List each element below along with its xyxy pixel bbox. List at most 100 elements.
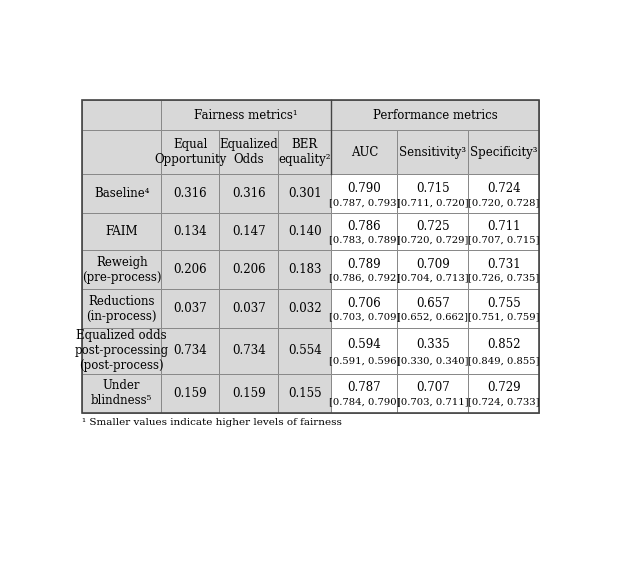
Bar [161,174,220,213]
Bar [220,250,278,289]
Text: [0.783, 0.789]: [0.783, 0.789] [329,235,400,244]
Bar [220,289,278,328]
Text: Sensitivity³: Sensitivity³ [399,145,467,159]
Bar [278,250,332,289]
Bar [83,174,161,213]
Bar [161,374,220,413]
Text: 0.316: 0.316 [232,187,266,200]
Bar [468,130,540,174]
Text: 0.709: 0.709 [416,258,450,271]
Text: Reductions
(in-process): Reductions (in-process) [86,294,157,323]
Bar [397,328,468,374]
Text: Equalized odds
post-processing
(post-process): Equalized odds post-processing (post-pro… [75,329,169,372]
Bar [397,174,468,213]
Text: 0.790: 0.790 [348,182,381,195]
Text: BER
equality²: BER equality² [278,138,331,166]
Bar [220,374,278,413]
Text: Specificity³: Specificity³ [470,145,538,159]
Text: 0.852: 0.852 [487,338,520,351]
Text: 0.037: 0.037 [173,302,207,315]
Text: [0.786, 0.792]: [0.786, 0.792] [329,274,400,283]
Bar [220,328,278,374]
Bar [332,213,397,250]
Text: Equal
Opportunity: Equal Opportunity [154,138,226,166]
Text: 0.707: 0.707 [416,381,450,394]
Bar [397,250,468,289]
Text: [0.330, 0.340]: [0.330, 0.340] [397,356,468,365]
Text: 0.711: 0.711 [487,220,520,233]
Text: [0.849, 0.855]: [0.849, 0.855] [468,356,540,365]
Text: 0.657: 0.657 [416,297,450,309]
Text: 0.183: 0.183 [288,263,321,276]
Text: 0.301: 0.301 [288,187,321,200]
Text: 0.159: 0.159 [232,386,266,400]
Text: [0.703, 0.711]: [0.703, 0.711] [397,397,468,406]
Bar [332,250,397,289]
Text: Equalized
Odds: Equalized Odds [220,138,278,166]
Text: FAIM: FAIM [106,225,138,238]
Text: Fairness metrics¹: Fairness metrics¹ [195,109,298,121]
Text: 0.729: 0.729 [487,381,521,394]
Text: 0.787: 0.787 [348,381,381,394]
Text: 0.786: 0.786 [348,220,381,233]
Bar [220,130,278,174]
Text: 0.206: 0.206 [173,263,207,276]
Text: 0.725: 0.725 [416,220,450,233]
Text: 0.155: 0.155 [288,386,321,400]
Bar [278,213,332,250]
Bar [161,289,220,328]
Bar [278,130,332,174]
Bar [332,130,397,174]
Text: 0.316: 0.316 [173,187,207,200]
Text: 0.159: 0.159 [173,386,207,400]
Text: [0.704, 0.713]: [0.704, 0.713] [397,274,468,283]
Text: [0.784, 0.790]: [0.784, 0.790] [329,397,400,406]
Text: 0.037: 0.037 [232,302,266,315]
Text: 0.734: 0.734 [232,344,266,357]
Text: [0.711, 0.720]: [0.711, 0.720] [397,198,468,207]
Bar [468,174,540,213]
Bar [161,250,220,289]
Text: 0.134: 0.134 [173,225,207,238]
Text: 0.724: 0.724 [487,182,521,195]
Text: 0.140: 0.140 [288,225,321,238]
Bar [161,213,220,250]
Text: [0.787, 0.793]: [0.787, 0.793] [329,198,400,207]
Bar [332,174,397,213]
Text: 0.734: 0.734 [173,344,207,357]
Bar [468,328,540,374]
Text: 0.335: 0.335 [416,338,450,351]
Text: 0.715: 0.715 [416,182,450,195]
Bar [397,130,468,174]
Text: [0.720, 0.728]: [0.720, 0.728] [468,198,540,207]
Bar [332,328,397,374]
Bar [278,289,332,328]
Text: 0.789: 0.789 [348,258,381,271]
Text: Baseline⁴: Baseline⁴ [94,187,149,200]
Text: [0.652, 0.662]: [0.652, 0.662] [397,313,468,321]
Text: 0.706: 0.706 [348,297,381,309]
Text: [0.724, 0.733]: [0.724, 0.733] [468,397,540,406]
Text: 0.594: 0.594 [348,338,381,351]
Bar [161,100,332,130]
Bar [83,328,161,374]
Bar [278,328,332,374]
Bar [83,213,161,250]
Bar [332,100,540,130]
Text: [0.751, 0.759]: [0.751, 0.759] [468,313,540,321]
Bar [468,213,540,250]
Text: 0.755: 0.755 [487,297,521,309]
Text: Reweigh
(pre-process): Reweigh (pre-process) [82,255,161,283]
Bar [332,289,397,328]
Bar [332,374,397,413]
Text: 0.032: 0.032 [288,302,321,315]
Bar [468,250,540,289]
Bar [397,374,468,413]
Bar [468,374,540,413]
Bar [83,289,161,328]
Bar [278,174,332,213]
Text: [0.720, 0.729]: [0.720, 0.729] [397,235,468,244]
Text: ¹ Smaller values indicate higher levels of fairness: ¹ Smaller values indicate higher levels … [83,418,342,427]
Bar [278,374,332,413]
Text: [0.707, 0.715]: [0.707, 0.715] [468,235,540,244]
